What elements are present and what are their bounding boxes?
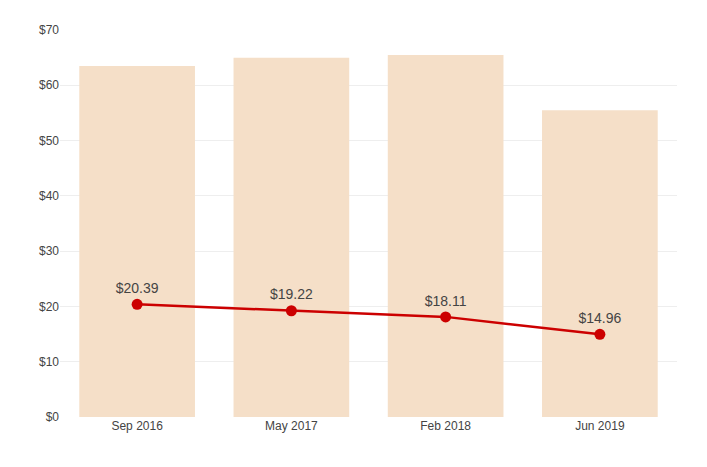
svg-text:$20.39: $20.39 xyxy=(116,280,159,296)
svg-text:$10: $10 xyxy=(39,355,59,369)
svg-text:Jun 2019: Jun 2019 xyxy=(575,419,625,433)
svg-text:$40: $40 xyxy=(39,189,59,203)
svg-text:May 2017: May 2017 xyxy=(265,419,318,433)
svg-text:$0: $0 xyxy=(46,410,60,424)
svg-text:Sep 2016: Sep 2016 xyxy=(111,419,163,433)
svg-text:$20: $20 xyxy=(39,300,59,314)
svg-text:$30: $30 xyxy=(39,244,59,258)
svg-text:$19.22: $19.22 xyxy=(270,286,313,302)
svg-text:$50: $50 xyxy=(39,134,59,148)
svg-text:$18.11: $18.11 xyxy=(425,293,467,309)
svg-text:$60: $60 xyxy=(39,78,59,92)
svg-text:$14.96: $14.96 xyxy=(578,310,621,326)
svg-text:$70: $70 xyxy=(39,23,59,37)
svg-text:Feb 2018: Feb 2018 xyxy=(420,419,471,433)
